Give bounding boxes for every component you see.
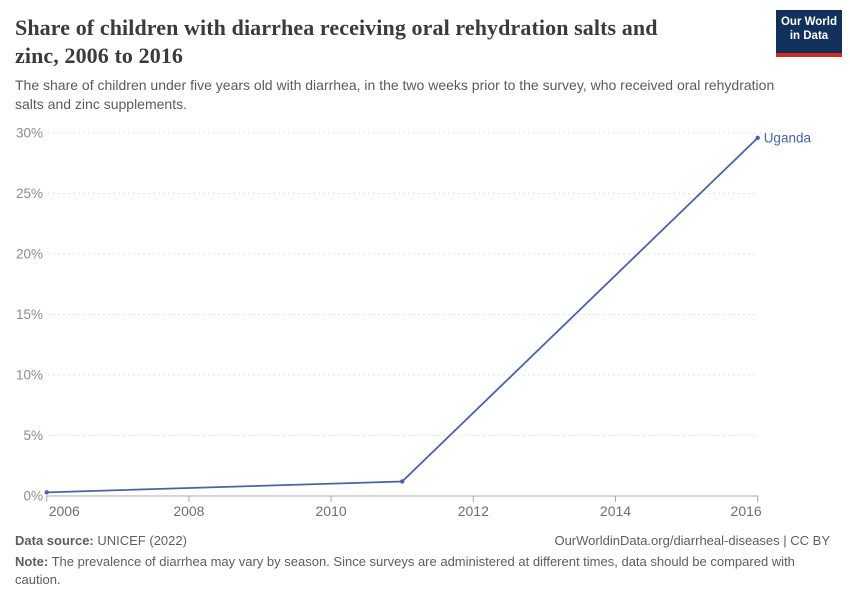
x-axis-tick-label: 2016 <box>731 503 762 519</box>
x-axis-tick-label: 2014 <box>600 503 631 519</box>
line-chart: 0% 5% 10% 15% 20% 25% 30% 2006 2008 2010 2012 2014 2… <box>16 126 812 520</box>
series-line <box>46 137 759 494</box>
y-axis-tick-label: 0% <box>23 489 43 504</box>
footer-link: OurWorldinData.org/diarrheal-diseases | … <box>554 533 830 548</box>
data-point <box>755 135 760 141</box>
data-point <box>44 490 49 495</box>
y-axis-tick-label: 25% <box>16 186 43 201</box>
note-value: The prevalence of diarrhea may vary by s… <box>15 554 795 587</box>
data-source-label: Data source: <box>15 533 94 548</box>
y-axis-tick-label: 5% <box>23 428 43 443</box>
footer-note: Note: The prevalence of diarrhea may var… <box>15 553 805 588</box>
logo-line1: Our World <box>780 16 837 28</box>
chart-subtitle: The share of children under five years o… <box>15 77 775 112</box>
chart-title: Share of children with diarrhea receivin… <box>15 15 658 68</box>
data-point <box>400 479 405 484</box>
y-axis-tick-label: 30% <box>16 126 43 141</box>
x-axis-tick-label: 2010 <box>316 503 347 519</box>
note-label: Note: <box>15 554 49 569</box>
data-source: Data source: UNICEF (2022) <box>15 533 187 548</box>
logo-line2: in Data <box>789 30 829 42</box>
y-axis-tick-label: 10% <box>16 368 43 383</box>
owid-logo: Our World in Data <box>776 10 842 57</box>
x-axis-tick-label: 2006 <box>49 503 80 519</box>
y-axis-tick-label: 15% <box>16 307 43 322</box>
series-end-label: Uganda <box>764 130 812 145</box>
data-source-value: UNICEF (2022) <box>93 533 187 548</box>
x-axis-tick-label: 2012 <box>458 503 489 519</box>
x-axis-tick-label: 2008 <box>173 503 204 519</box>
y-axis-tick-label: 20% <box>16 247 43 262</box>
footer-source-row: Data source: UNICEF (2022) OurWorldinDat… <box>15 533 830 548</box>
